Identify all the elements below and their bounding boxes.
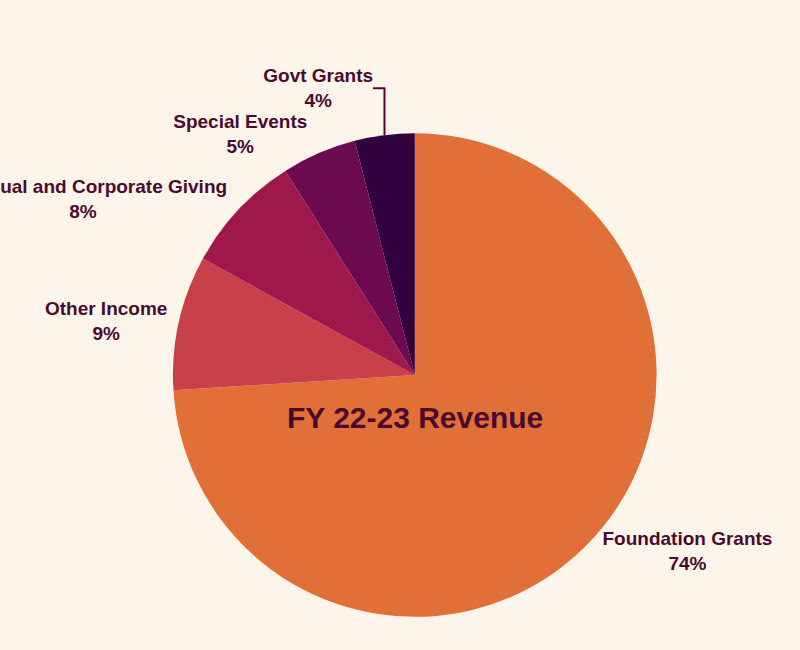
svg-text:Individual and Corporate Givin: Individual and Corporate Giving8% xyxy=(0,176,227,222)
svg-text:Special Events5%: Special Events5% xyxy=(173,111,307,157)
svg-text:Foundation Grants74%: Foundation Grants74% xyxy=(602,528,772,574)
svg-text:FY 22-23 Revenue: FY 22-23 Revenue xyxy=(287,401,543,434)
svg-text:Govt Grants4%: Govt Grants4% xyxy=(263,65,373,111)
svg-text:Other Income9%: Other Income9% xyxy=(45,298,167,344)
